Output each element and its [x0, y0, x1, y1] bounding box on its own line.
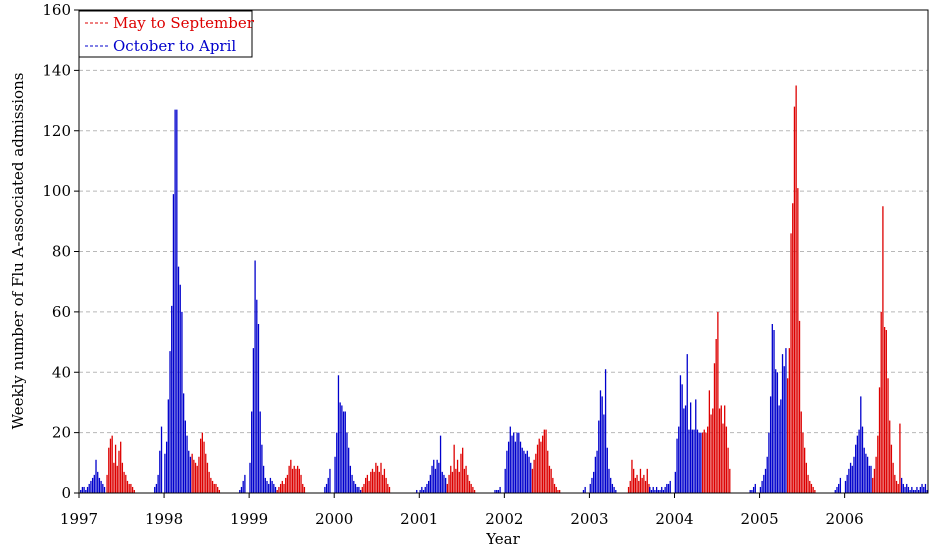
y-tick-label: 160 [42, 1, 71, 19]
x-axis: 1997 1998 1999 2000 2001 2002 2003 2004 2005 2006 [60, 493, 864, 528]
y-tick-label: 80 [52, 243, 71, 261]
y-tick-label: 100 [42, 182, 71, 200]
x-tick-label: 1997 [60, 510, 98, 528]
grid-lines [79, 69, 928, 434]
legend-box [78, 10, 253, 58]
x-tick-label: 2004 [655, 510, 693, 528]
x-axis-title: Year [485, 530, 520, 548]
y-tick-label: 0 [61, 484, 71, 502]
x-tick-label: 2002 [485, 510, 523, 528]
y-tick-label: 120 [42, 122, 71, 140]
legend-label-may-to-september: May to September [113, 14, 255, 32]
legend: May to September October to April [78, 10, 255, 58]
x-tick-label: 2005 [740, 510, 778, 528]
bar-marks [80, 85, 928, 493]
x-tick-label: 2001 [400, 510, 438, 528]
y-axis-title: Weekly number of Flu A-associated admiss… [9, 73, 27, 430]
x-tick-label: 2000 [315, 510, 353, 528]
y-axis: 0 20 40 60 80 100 120 140 160 [42, 1, 79, 502]
y-tick-label: 20 [52, 424, 71, 442]
x-tick-label: 1999 [230, 510, 268, 528]
x-tick-label: 2006 [826, 510, 864, 528]
legend-label-october-to-april: October to April [113, 37, 236, 55]
y-tick-label: 40 [52, 363, 71, 381]
y-tick-label: 60 [52, 303, 71, 321]
x-tick-label: 1998 [145, 510, 183, 528]
x-tick-label: 2003 [570, 510, 608, 528]
y-tick-label: 140 [42, 61, 71, 79]
